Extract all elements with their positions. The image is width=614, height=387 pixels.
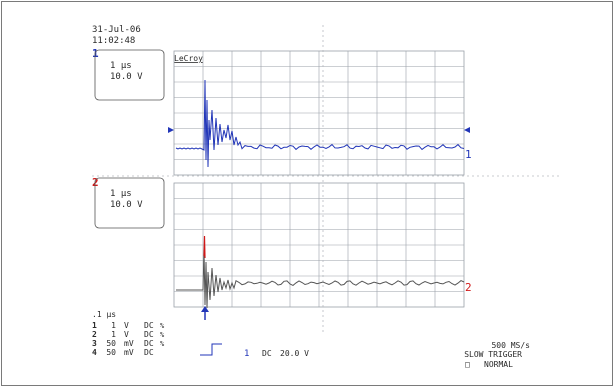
- trigger-level-left-marker[interactable]: [168, 127, 174, 133]
- lecroy-logo: LeCroy: [174, 54, 203, 63]
- trigger-position-arrow[interactable]: [201, 306, 209, 320]
- trigger-level: 20.0 V: [280, 349, 309, 358]
- setting-channel-id: 4: [92, 348, 97, 357]
- setting-value: 1: [111, 330, 116, 339]
- setting-channel-id: 3: [92, 339, 97, 348]
- channel-2-grid: [173, 182, 465, 308]
- channel-1-number: 1: [92, 47, 99, 60]
- channel-2-volts: 10.0 V: [110, 200, 143, 210]
- channel-1-info-box[interactable]: [94, 49, 165, 101]
- channel-settings-list: 1 1 V DC %2 1 V DC %3 50 mV DC %4 50 mV DC: [92, 321, 165, 357]
- setting-unit: V: [124, 330, 129, 339]
- trigger-mode: SLOW TRIGGER: [464, 350, 522, 359]
- channel-2-waveform: [176, 249, 465, 309]
- trigger-state: NORMAL: [484, 360, 513, 369]
- setting-coupling: DC: [144, 339, 154, 348]
- trigger-level-right-marker[interactable]: [464, 127, 470, 133]
- channel-setting-row[interactable]: 3 50 mV DC%: [92, 339, 165, 348]
- setting-value: 50: [106, 339, 116, 348]
- trigger-state-box-icon[interactable]: □: [465, 360, 470, 369]
- setting-value: 50: [106, 348, 116, 357]
- channel-2-info-box[interactable]: [94, 177, 165, 229]
- setting-unit: V: [124, 321, 129, 330]
- channel-1-timebase: 1 µs: [110, 61, 132, 71]
- setting-unit: mV: [124, 339, 134, 348]
- channel-setting-row[interactable]: 4 50 mV DC: [92, 348, 154, 357]
- trigger-source: 1: [244, 349, 249, 359]
- trigger-coupling: DC: [262, 349, 272, 358]
- trigger-edge-icon: [200, 343, 222, 356]
- channel-1-volts: 10.0 V: [110, 72, 143, 82]
- channel-2-trace-label: 2: [465, 281, 472, 294]
- setting-value: 1: [111, 321, 116, 330]
- setting-unit: mV: [124, 348, 134, 357]
- setting-coupling: DC: [144, 330, 154, 339]
- channel-2-timebase: 1 µs: [110, 189, 132, 199]
- channel-1-trace-label: 1: [465, 148, 472, 161]
- channel-setting-row[interactable]: 1 1 V DC%: [92, 321, 165, 330]
- channel-setting-row[interactable]: 2 1 V DC%: [92, 330, 165, 339]
- channel-1-waveform: [175, 79, 465, 168]
- channel-1-grid: [173, 50, 465, 176]
- setting-channel-id: 1: [92, 321, 97, 330]
- date-label: 31-Jul-06: [92, 25, 141, 35]
- sample-rate: 500 MS/s: [491, 341, 530, 350]
- setting-mark: %: [160, 340, 165, 348]
- setting-channel-id: 2: [92, 330, 97, 339]
- setting-coupling: DC: [144, 321, 154, 330]
- channel-2-waveform-highlight: [203, 235, 206, 259]
- setting-mark: %: [160, 331, 165, 339]
- footer-timebase: .1 µs: [92, 310, 116, 319]
- time-label: 11:02:48: [92, 36, 135, 46]
- setting-coupling: DC: [144, 348, 154, 357]
- setting-mark: %: [160, 322, 165, 330]
